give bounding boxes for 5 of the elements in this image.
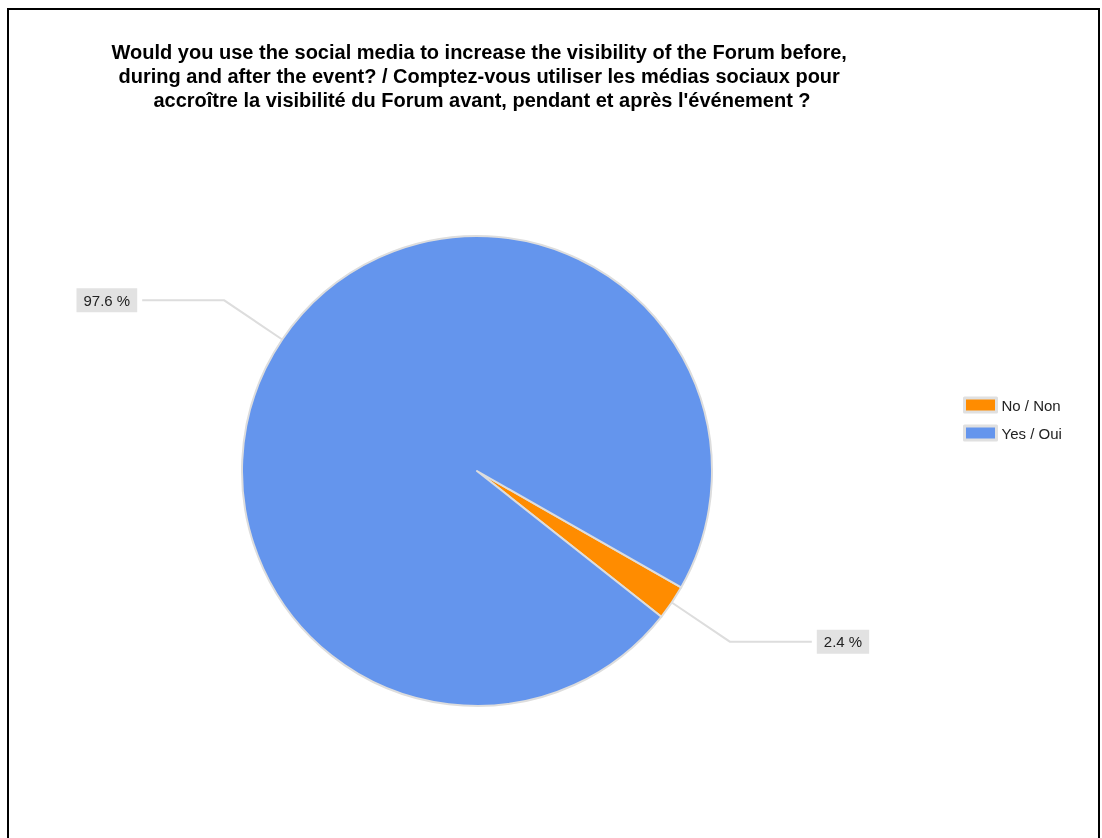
legend-label: No / Non bbox=[1001, 396, 1061, 414]
data-label: 2.4 % bbox=[823, 633, 863, 651]
legend-label: Yes / Oui bbox=[1001, 424, 1062, 442]
chart-title: Would you use the social media to increase the visibility of the Forum before, during and after the event? / Comptez-vous utiliser les médias sociaux pour accroître la visibilité du Forum avant, pendant et après l'événement ? bbox=[111, 41, 853, 111]
data-label: 97.6 % bbox=[83, 291, 131, 309]
